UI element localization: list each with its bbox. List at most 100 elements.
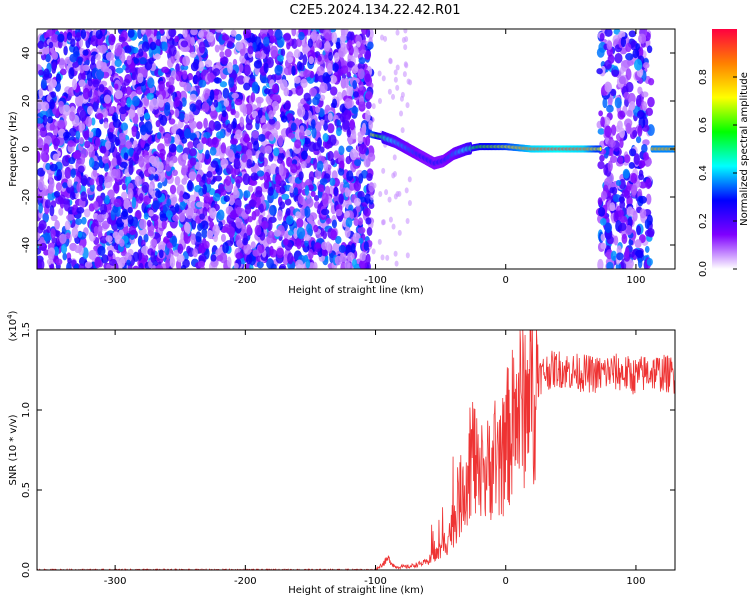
spectrogram-cell [187, 179, 193, 191]
spectrogram-cell [277, 209, 283, 221]
spectrogram-cell [53, 137, 61, 147]
spectrogram-cell [70, 38, 76, 48]
spectrogram-cell [402, 71, 407, 78]
spectrogram-cell [632, 129, 638, 138]
spectrogram-cell [80, 175, 88, 187]
spectrogram-cell [638, 77, 643, 85]
spectrogram-cell [372, 182, 377, 189]
spectrogram-cell [66, 31, 73, 41]
spectrogram-cell [49, 123, 55, 131]
spectrogram-cell [123, 152, 129, 161]
spectrogram-cell [298, 31, 305, 41]
spectrogram-cell [287, 56, 294, 64]
spectrogram-cell [78, 79, 86, 87]
spectrogram-cell [353, 218, 360, 227]
spectrogram-cell [638, 33, 647, 44]
spectrogram-cell [598, 110, 603, 117]
spectrogram-cell [383, 35, 388, 42]
spectrogram-cell [600, 242, 607, 250]
spectrogram-cell [144, 143, 150, 152]
spectrogram-cell [604, 222, 613, 234]
spectrogram-cell [210, 109, 218, 120]
spectrogram-cell [235, 217, 243, 229]
spectrogram-cell [139, 57, 147, 65]
spectrogram-cell [377, 70, 382, 77]
spectrogram-cell [47, 242, 56, 249]
spectrogram-cell [189, 148, 197, 157]
spectrogram-cell [209, 146, 217, 156]
spectrogram-cell [159, 114, 168, 126]
spectrogram-cell [113, 83, 119, 90]
spectrogram-cell [391, 172, 396, 179]
spectrogram-cell [243, 64, 251, 76]
spectrogram-cell [263, 36, 270, 47]
spectrogram-cell [182, 29, 188, 38]
spectrogram-cell [234, 98, 243, 106]
spectrogram-cell [105, 51, 115, 61]
spectrogram-cell [104, 195, 110, 205]
spectrogram-cell [365, 135, 371, 147]
spectrogram-cell [159, 170, 166, 183]
spectrogram-cell [168, 76, 175, 86]
spectrogram-cell [607, 96, 613, 108]
spectrogram-cell [179, 112, 185, 121]
spectrogram-cell [320, 208, 330, 216]
spectrogram-cell [59, 233, 67, 244]
spectrogram-cell [387, 196, 392, 203]
spectrogram-cell [40, 150, 47, 162]
spectrogram-cell [228, 77, 235, 88]
spectrogram-cell [104, 175, 113, 183]
spectrogram-cell [624, 246, 630, 259]
spectrogram-y-tick-label: 40 [21, 47, 32, 60]
spectrogram-cell [198, 60, 204, 72]
spectrogram-cell [83, 130, 90, 141]
spectrogram-cell [99, 44, 107, 54]
spectrogram-cell [68, 67, 75, 80]
spectrogram-y-label: Frequency (Hz) [8, 111, 19, 187]
spectrogram-cell [230, 108, 236, 116]
spectrogram-cell [637, 86, 643, 95]
spectrogram-cell [219, 42, 225, 52]
spectrogram-cell [227, 40, 233, 48]
spectrogram-cell [132, 140, 138, 148]
spectrogram-cell [173, 249, 180, 257]
spectrogram-cell [45, 162, 51, 171]
spectrogram-cell [42, 47, 50, 55]
spectrogram-cell [609, 155, 618, 163]
colorbar-ticks: 0.0 0.2 0.4 0.6 0.8 [698, 69, 737, 277]
spectrogram-cell [347, 135, 353, 145]
spectrogram-cell [133, 57, 140, 65]
spectrogram-cell [323, 75, 332, 84]
spectrogram-cell [48, 179, 55, 190]
snr-y-ticks: 0.0 0.5 1.0 1.5 [21, 322, 675, 578]
spectrogram-cell [224, 48, 232, 58]
snr-x-tick-label: -200 [234, 576, 257, 587]
spectrogram-cell [294, 139, 302, 149]
snr-x-label: Height of straight line (km) [288, 585, 424, 596]
spectrogram-cell [159, 148, 166, 157]
spectrogram-cell [84, 261, 93, 269]
spectrogram-cell [156, 30, 161, 42]
spectrogram-cell [254, 224, 262, 236]
spectrogram-cell [230, 29, 237, 37]
spectrogram-cell [196, 143, 204, 151]
spectrogram-cell [183, 221, 191, 233]
spectrogram-cell [38, 178, 45, 191]
spectrogram-cell [154, 53, 161, 60]
spectrogram-cell [84, 140, 91, 149]
spectrogram-cell [66, 184, 75, 194]
spectrogram-cell [63, 200, 71, 212]
spectrogram-cell [95, 137, 101, 148]
spectrogram-cell [597, 197, 603, 206]
spectrogram-cell [90, 117, 96, 126]
spectrogram-cell [115, 67, 124, 74]
spectrogram-cell [43, 135, 52, 145]
spectrogram-cell [642, 101, 648, 112]
spectrogram-cell [310, 190, 316, 198]
spectrogram-cell [198, 79, 207, 88]
spectrogram-cell [96, 69, 105, 80]
spectrogram-cell [127, 214, 134, 225]
spectrogram-cell [630, 173, 638, 184]
spectrogram-cell [295, 85, 304, 96]
spectrogram-cell [116, 44, 123, 56]
